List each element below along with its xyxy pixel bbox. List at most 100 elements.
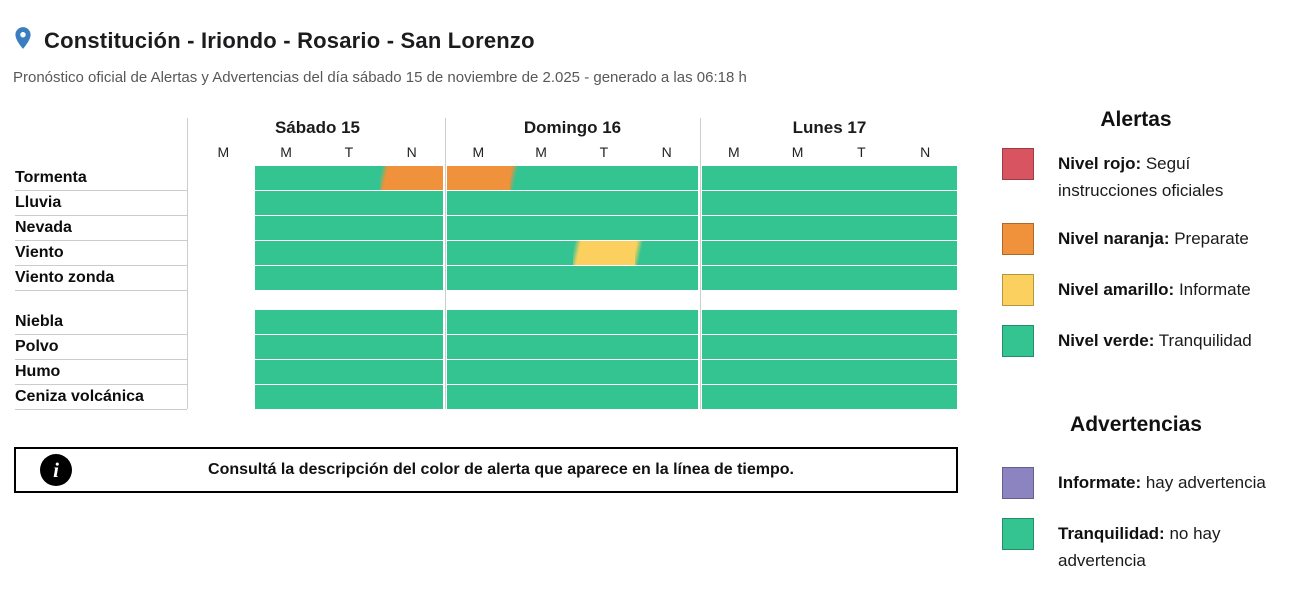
timeline-cell[interactable]: [702, 266, 766, 290]
timeline-cell[interactable]: [765, 385, 830, 409]
timeline-cell[interactable]: [380, 216, 443, 240]
timeline-cell[interactable]: [447, 191, 510, 215]
timeline-cell[interactable]: [447, 385, 510, 409]
timeline-cell[interactable]: [509, 266, 573, 290]
timeline-cell[interactable]: [893, 360, 957, 384]
timeline-cell[interactable]: [893, 166, 957, 190]
timeline-cell[interactable]: [509, 166, 573, 190]
timeline-cell[interactable]: [635, 166, 698, 190]
timeline-cell[interactable]: [829, 335, 894, 359]
timeline-cell[interactable]: [254, 241, 318, 265]
timeline-cell[interactable]: [829, 191, 894, 215]
timeline-cell[interactable]: [572, 360, 636, 384]
timeline-cell[interactable]: [447, 310, 510, 334]
timeline-cell[interactable]: [572, 335, 636, 359]
timeline-cell[interactable]: [702, 166, 766, 190]
timeline-cell[interactable]: [380, 360, 443, 384]
timeline-cell[interactable]: [635, 385, 698, 409]
timeline-cell[interactable]: [509, 385, 573, 409]
timeline-cell[interactable]: [317, 360, 381, 384]
timeline-cell[interactable]: [765, 310, 830, 334]
timeline-cell[interactable]: [765, 191, 830, 215]
timeline-cell[interactable]: [702, 191, 766, 215]
timeline-cell[interactable]: [765, 360, 830, 384]
timeline-cell[interactable]: [509, 335, 573, 359]
timeline-cell[interactable]: [317, 385, 381, 409]
timeline-cell[interactable]: [572, 385, 636, 409]
timeline-cell[interactable]: [254, 360, 318, 384]
timeline-cell[interactable]: [380, 241, 443, 265]
timeline-cell[interactable]: [702, 241, 766, 265]
timeline-cell[interactable]: [829, 266, 894, 290]
timeline-cell[interactable]: [765, 216, 830, 240]
timeline-cell[interactable]: [893, 385, 957, 409]
timeline-cell[interactable]: [893, 216, 957, 240]
timeline-cell[interactable]: [254, 385, 318, 409]
timeline-cell[interactable]: [380, 266, 443, 290]
timeline-cell[interactable]: [829, 216, 894, 240]
timeline-cell[interactable]: [509, 310, 573, 334]
timeline-cell[interactable]: [829, 241, 894, 265]
timeline-cell[interactable]: [829, 166, 894, 190]
timeline-cell[interactable]: [702, 385, 766, 409]
timeline-cell[interactable]: [254, 310, 318, 334]
timeline-cell[interactable]: [254, 216, 318, 240]
timeline-cell[interactable]: [509, 360, 573, 384]
timeline-cell[interactable]: [317, 191, 381, 215]
timeline-cell[interactable]: [447, 216, 510, 240]
timeline-cell[interactable]: [509, 191, 573, 215]
bar-row-nevada-sabado-15: [192, 216, 443, 240]
timeline-cell[interactable]: [509, 241, 573, 265]
timeline-cell[interactable]: [572, 266, 636, 290]
timeline-cell[interactable]: [380, 166, 443, 190]
timeline-cell[interactable]: [317, 266, 381, 290]
timeline-cell[interactable]: [317, 310, 381, 334]
timeline-cell[interactable]: [254, 166, 318, 190]
timeline-cell[interactable]: [893, 241, 957, 265]
timeline-cell[interactable]: [829, 360, 894, 384]
timeline-cell[interactable]: [572, 241, 636, 265]
timeline-cell[interactable]: [635, 360, 698, 384]
timeline-cell[interactable]: [635, 241, 698, 265]
timeline-cell[interactable]: [829, 385, 894, 409]
timeline-cell[interactable]: [893, 335, 957, 359]
timeline-cell[interactable]: [254, 191, 318, 215]
timeline-cell[interactable]: [702, 310, 766, 334]
timeline-cell[interactable]: [572, 216, 636, 240]
timeline-cell[interactable]: [635, 266, 698, 290]
timeline-cell[interactable]: [380, 385, 443, 409]
timeline-cell[interactable]: [765, 241, 830, 265]
timeline-cell[interactable]: [572, 191, 636, 215]
timeline-cell[interactable]: [635, 310, 698, 334]
timeline-cell[interactable]: [635, 335, 698, 359]
timeline-cell[interactable]: [447, 335, 510, 359]
timeline-cell[interactable]: [317, 241, 381, 265]
timeline-cell[interactable]: [572, 310, 636, 334]
timeline-cell[interactable]: [635, 191, 698, 215]
timeline-cell[interactable]: [447, 360, 510, 384]
timeline-cell[interactable]: [317, 216, 381, 240]
timeline-cell[interactable]: [447, 166, 510, 190]
timeline-cell[interactable]: [893, 266, 957, 290]
timeline-cell[interactable]: [702, 335, 766, 359]
timeline-cell[interactable]: [635, 216, 698, 240]
timeline-cell[interactable]: [380, 191, 443, 215]
timeline-cell[interactable]: [702, 360, 766, 384]
timeline-cell[interactable]: [572, 166, 636, 190]
timeline-cell[interactable]: [317, 166, 381, 190]
timeline-cell[interactable]: [317, 335, 381, 359]
timeline-cell[interactable]: [254, 266, 318, 290]
timeline-cell[interactable]: [509, 216, 573, 240]
timeline-cell[interactable]: [702, 216, 766, 240]
timeline-cell[interactable]: [765, 166, 830, 190]
timeline-cell[interactable]: [254, 335, 318, 359]
timeline-cell[interactable]: [893, 310, 957, 334]
timeline-cell[interactable]: [765, 266, 830, 290]
timeline-cell[interactable]: [765, 335, 830, 359]
timeline-cell[interactable]: [380, 310, 443, 334]
timeline-cell[interactable]: [447, 241, 510, 265]
timeline-cell[interactable]: [893, 191, 957, 215]
timeline-cell[interactable]: [447, 266, 510, 290]
timeline-cell[interactable]: [829, 310, 894, 334]
timeline-cell[interactable]: [380, 335, 443, 359]
